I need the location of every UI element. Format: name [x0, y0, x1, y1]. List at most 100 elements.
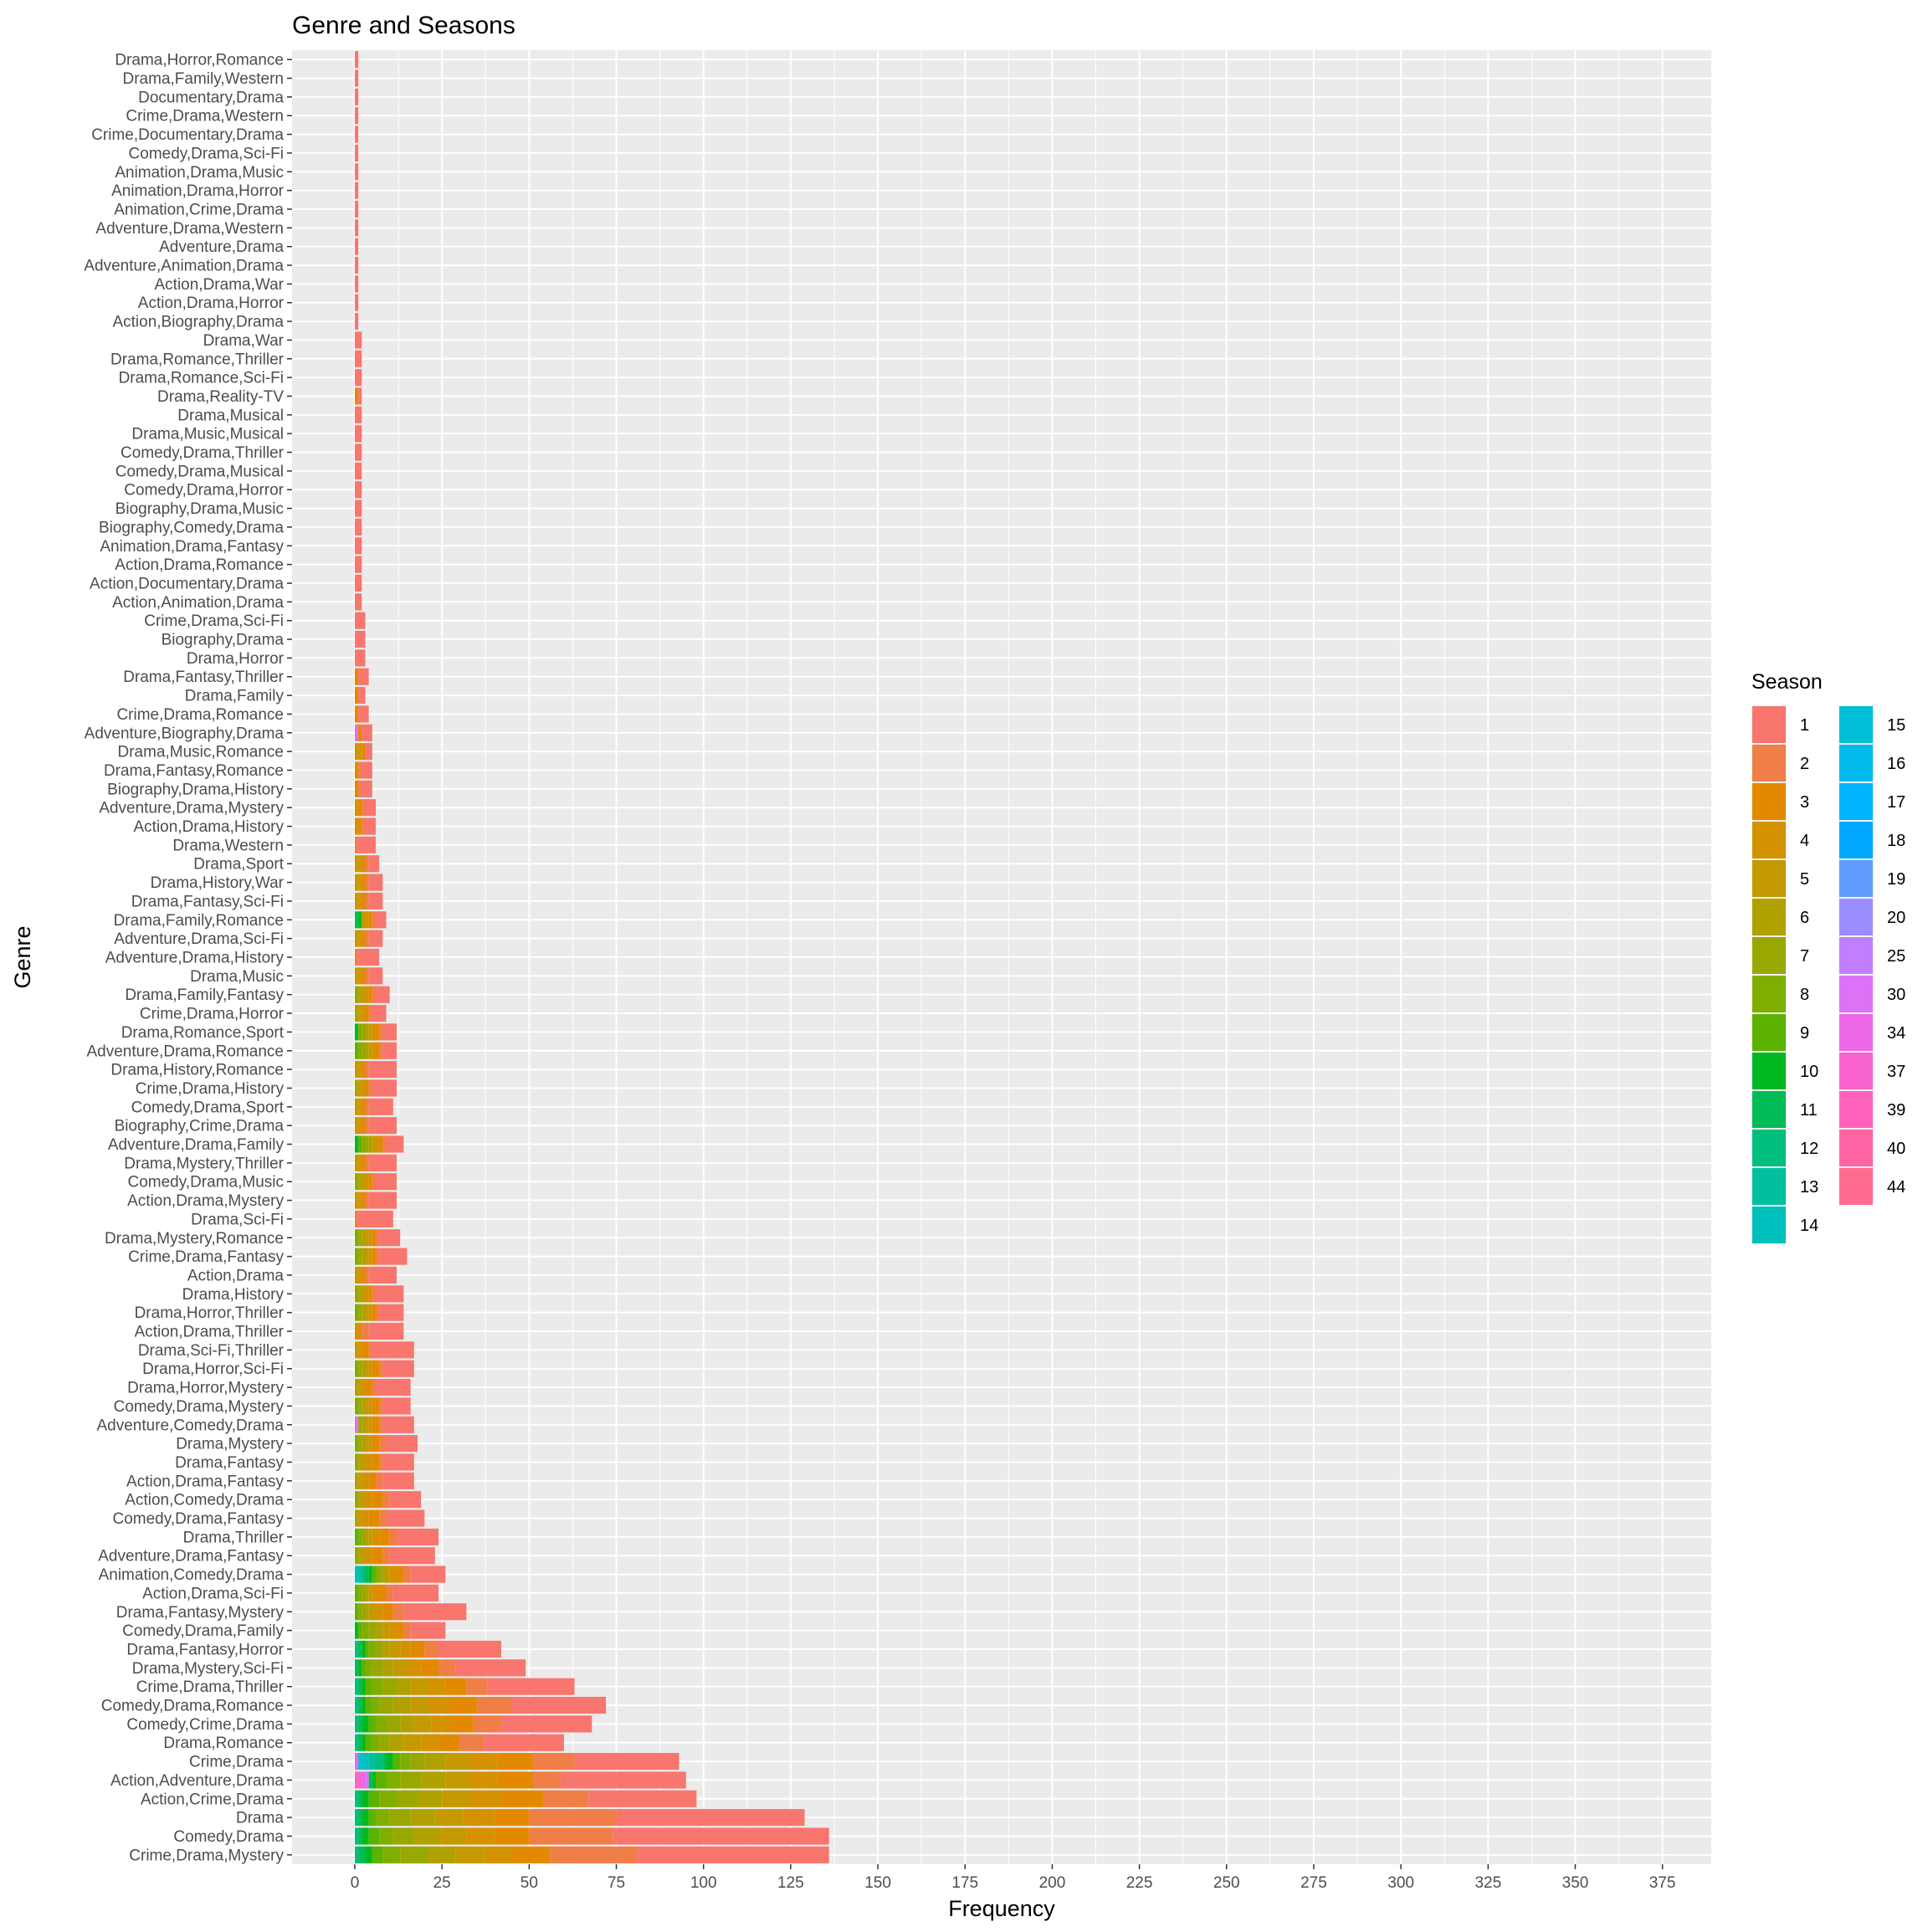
bar-segment-season-3 — [368, 1285, 372, 1303]
bar-segment-season-1 — [372, 1341, 414, 1359]
bar-segment-season-4 — [469, 1771, 498, 1789]
bar-segment-season-4 — [368, 1229, 372, 1247]
bar-segment-season-7 — [362, 1042, 366, 1059]
bar-segment-season-5 — [410, 1696, 428, 1714]
bar-segment-season-8 — [386, 1771, 401, 1789]
bar-segment-season-4 — [389, 1566, 397, 1583]
y-tick-label: Action,Adventure,Drama — [110, 1772, 284, 1790]
bar-segment-season-3 — [362, 1061, 366, 1079]
bar-segment-season-11 — [358, 1809, 362, 1827]
bar-segment-season-4 — [355, 799, 359, 817]
y-tick-label: Drama,History,War — [151, 874, 285, 892]
bar-segment-season-5 — [368, 1042, 372, 1059]
bar-segment-season-11 — [358, 1734, 362, 1751]
y-tick-label: Crime,Drama,Western — [126, 108, 284, 126]
y-tick-label: Crime,Drama,Horror — [140, 1006, 285, 1023]
y-tick-label: Action,Comedy,Drama — [125, 1492, 284, 1509]
bar-segment-season-2 — [379, 1416, 383, 1433]
bar-segment-season-2 — [379, 1397, 383, 1415]
bar-segment-season-3 — [379, 1528, 390, 1545]
bar-segment-season-2 — [459, 1734, 485, 1751]
x-axis-title: Frequency — [948, 1896, 1055, 1921]
bar-segment-season-3 — [372, 1416, 380, 1433]
bar-segment-season-5 — [445, 1771, 470, 1789]
bar-segment-season-11 — [358, 1678, 362, 1695]
bar-segment-season-7 — [358, 1248, 362, 1265]
bar-segment-season-3 — [368, 1509, 380, 1527]
bar-segment-season-5 — [355, 892, 359, 910]
bar-segment-season-4 — [368, 1397, 372, 1415]
bar-segment-season-7 — [400, 1846, 428, 1863]
legend-label: 34 — [1887, 1024, 1905, 1043]
bar-segment-season-3 — [368, 911, 372, 929]
bar-segment-season-3 — [362, 1154, 366, 1171]
legend-key-swatch — [1752, 822, 1786, 858]
bar-segment-season-5 — [368, 1023, 372, 1041]
bar-segment-season-8 — [358, 1023, 362, 1041]
legend-key-swatch — [1752, 783, 1786, 820]
y-tick-label: Drama,Family — [185, 688, 285, 705]
y-tick-label: Drama,History — [182, 1286, 285, 1304]
bar-segment-season-2 — [365, 874, 369, 891]
bar-segment-season-2 — [365, 1154, 369, 1171]
bar-segment-season-2 — [365, 1061, 369, 1079]
bar-segment-season-3 — [449, 1696, 477, 1714]
bar-segment-season-8 — [355, 1360, 359, 1377]
bar-segment-season-1 — [368, 1098, 393, 1115]
bar-segment-season-6 — [355, 1472, 359, 1489]
bar-segment-season-3 — [372, 1304, 377, 1321]
legend-label: 7 — [1800, 947, 1809, 966]
bar-segment-season-1 — [355, 88, 359, 105]
y-tick-label: Drama,Mystery,Romance — [105, 1230, 284, 1248]
y-tick-label: Crime,Documentary,Drama — [91, 126, 284, 144]
bar-segment-season-2 — [372, 911, 377, 929]
bar-segment-season-10 — [362, 1734, 366, 1751]
y-tick-label: Comedy,Drama,Fantasy — [113, 1510, 285, 1528]
bar-segment-season-4 — [358, 1098, 362, 1115]
bar-segment-season-4 — [362, 1004, 366, 1022]
bar-segment-season-11 — [358, 1846, 366, 1863]
bar-segment-season-1 — [574, 1753, 679, 1771]
bar-segment-season-6 — [382, 1659, 393, 1677]
bar-segment-season-1 — [358, 836, 377, 853]
bar-segment-season-10 — [362, 1809, 369, 1827]
bar-segment-season-4 — [484, 1846, 512, 1863]
bar-segment-season-13 — [358, 1566, 362, 1583]
bar-segment-season-8 — [372, 1696, 380, 1714]
bar-segment-season-8 — [400, 1753, 411, 1771]
bar-segment-season-1 — [382, 1416, 414, 1433]
bar-segment-season-8 — [376, 1566, 380, 1583]
bar-segment-season-5 — [365, 1360, 369, 1377]
bar-segment-season-1 — [386, 1435, 418, 1453]
bar-segment-season-2 — [382, 1135, 387, 1153]
bar-segment-season-7 — [362, 1603, 366, 1621]
bar-segment-season-12 — [355, 1715, 359, 1733]
bar-segment-season-5 — [358, 1079, 362, 1097]
bar-segment-season-7 — [355, 1491, 359, 1509]
bar-segment-season-3 — [397, 1622, 404, 1639]
bar-segment-season-2 — [403, 1566, 411, 1583]
bar-segment-season-1 — [389, 1491, 422, 1509]
bar-segment-season-9 — [376, 1771, 387, 1789]
bar-segment-season-10 — [355, 1023, 359, 1041]
bar-segment-season-1 — [368, 855, 380, 873]
bar-segment-season-3 — [362, 892, 366, 910]
legend-key-swatch — [1752, 899, 1786, 935]
bar-segment-season-1 — [372, 1079, 397, 1097]
y-tick-label: Drama,Music,Musical — [131, 426, 284, 443]
bar-segment-season-6 — [365, 1584, 369, 1601]
x-tick-label: 175 — [951, 1874, 978, 1892]
bar-segment-season-4 — [469, 1790, 502, 1807]
legend-key-swatch — [1752, 1207, 1786, 1243]
bar-segment-season-2 — [365, 1098, 369, 1115]
bar-segment-season-7 — [389, 1809, 411, 1827]
bar-segment-season-1 — [379, 1229, 401, 1247]
bar-segment-season-6 — [362, 1397, 366, 1415]
bar-segment-season-9 — [365, 1678, 372, 1695]
bar-segment-season-9 — [365, 1696, 372, 1714]
legend-label: 12 — [1800, 1140, 1818, 1158]
y-tick-label: Drama,Mystery,Thriller — [124, 1155, 284, 1172]
bar-segment-season-7 — [372, 1659, 383, 1677]
y-tick-label: Drama,History,Romance — [110, 1062, 284, 1079]
bar-segment-season-11 — [358, 1715, 362, 1733]
